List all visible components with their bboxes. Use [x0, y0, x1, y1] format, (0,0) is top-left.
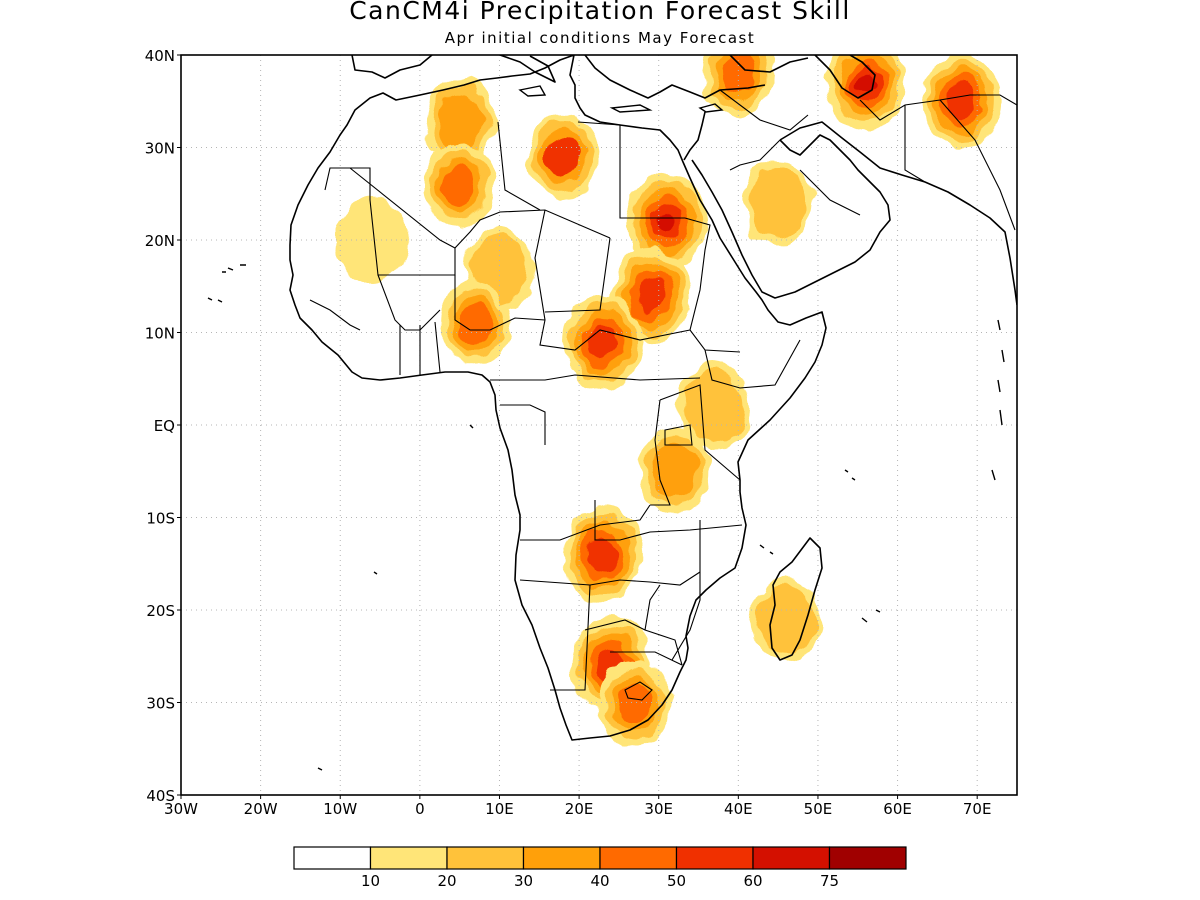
- lon-tick-label: 20E: [565, 800, 594, 818]
- iberia-coastline: [351, 55, 433, 79]
- legend-swatch: [293, 846, 372, 870]
- lat-tick-label: 30S: [146, 695, 175, 713]
- legend-label: 60: [743, 872, 762, 890]
- lon-tick-label: 30W: [164, 800, 198, 818]
- seychelles-islands: [844, 469, 856, 481]
- lat-tick-label: EQ: [154, 417, 175, 435]
- legend-label: 30: [514, 872, 533, 890]
- mascarene-islands: [861, 609, 881, 623]
- legend-label: 40: [590, 872, 609, 890]
- skill-contour-level-5: [588, 537, 618, 572]
- africa-coastline: [289, 55, 827, 741]
- skill-contour-level-1: [336, 197, 408, 283]
- coastlines: [207, 55, 1017, 771]
- chart-subtitle: Apr initial conditions May Forecast: [444, 29, 756, 47]
- lon-tick-label: 70E: [963, 800, 992, 818]
- lat-tick-label: 10N: [145, 325, 175, 343]
- legend-swatch: [752, 846, 831, 870]
- persian-gulf-coast: [779, 121, 1017, 306]
- madagascar-coastline: [769, 537, 823, 661]
- legend-swatch: [828, 846, 907, 870]
- legend-label: 50: [667, 872, 686, 890]
- lon-tick-label: 0: [415, 800, 425, 818]
- tristan-island: [317, 767, 323, 771]
- skill-contour-level-2: [685, 371, 744, 442]
- legend-swatch: [446, 846, 525, 870]
- lat-tick-label: 40N: [145, 47, 175, 65]
- cape-verde-islands: [207, 297, 223, 303]
- skill-contour-level-3: [651, 443, 698, 499]
- cyprus-coast: [698, 103, 724, 113]
- legend-swatch: [522, 846, 601, 870]
- country-borders: [309, 89, 1017, 701]
- lon-tick-label: 20W: [244, 800, 278, 818]
- legend-swatch: [369, 846, 448, 870]
- comoros-islands: [759, 544, 774, 555]
- skill-contour-level-3: [436, 92, 483, 148]
- skill-shading: [336, 55, 1002, 745]
- lon-tick-label: 60E: [883, 800, 912, 818]
- arabia-coastline: [691, 134, 891, 299]
- lat-tick-label: 20N: [145, 232, 175, 250]
- levant-coastline: [683, 111, 706, 161]
- maldives-islands: [991, 319, 1005, 481]
- color-legend: 10 20 30 40 50 60 75: [293, 846, 907, 890]
- lon-tick-label: 10W: [323, 800, 357, 818]
- lon-tick-label: 10E: [485, 800, 514, 818]
- lon-tick-label: 50E: [804, 800, 833, 818]
- lat-tick-label: 40S: [146, 787, 175, 805]
- lat-tick-label: 20S: [146, 602, 175, 620]
- caspian-sea-coast: [814, 55, 876, 99]
- legend-label: 20: [437, 872, 456, 890]
- balkans-coastline: [584, 55, 766, 99]
- skill-contour-level-2: [748, 168, 808, 238]
- canary-islands: [222, 264, 246, 273]
- st-helena-island: [373, 571, 378, 575]
- lon-tick-label: 40E: [724, 800, 753, 818]
- chart-title: CanCM4i Precipitation Forecast Skill: [349, 0, 851, 25]
- skill-contour-level-5: [946, 83, 976, 119]
- sicily-coast: [518, 85, 547, 97]
- crete-coast: [609, 104, 653, 113]
- sao-tome-island: [469, 424, 474, 429]
- legend-label: 75: [820, 872, 839, 890]
- skill-contour-level-4: [458, 303, 493, 344]
- lat-tick-label: 30N: [145, 140, 175, 158]
- skill-contour-level-5: [588, 324, 618, 360]
- skill-contour-level-4: [721, 55, 756, 94]
- italy-coastline: [499, 55, 556, 83]
- skill-contour-level-6: [857, 72, 875, 93]
- skill-contour-level-5: [546, 136, 580, 177]
- legend-swatch: [675, 846, 754, 870]
- lat-tick-label: 10S: [146, 510, 175, 528]
- legend-swatch: [599, 846, 678, 870]
- skill-contour-level-6: [658, 211, 676, 232]
- skill-contour-level-5: [636, 278, 666, 313]
- latitude-axis: 40N 30N 20N 10N EQ 10S 20S 30S 40S: [145, 47, 181, 805]
- longitude-axis: 30W 20W 10W 0 10E 20E 30E 40E 50E 60E 70E: [164, 795, 991, 818]
- skill-contour-level-4: [442, 164, 477, 205]
- black-sea-coast: [729, 55, 809, 73]
- legend-label: 10: [361, 872, 380, 890]
- lon-tick-label: 30E: [644, 800, 673, 818]
